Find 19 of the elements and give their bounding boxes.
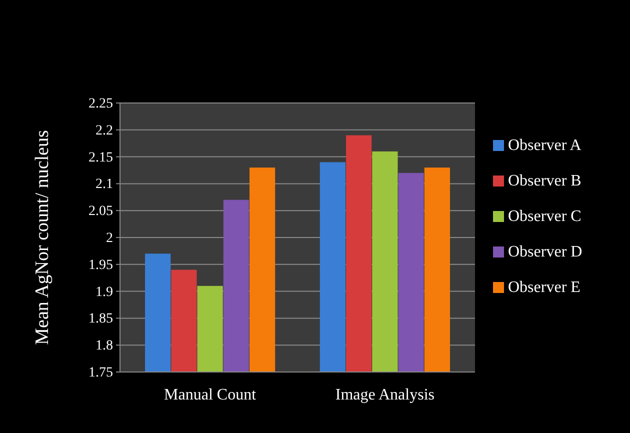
legend-label: Observer B bbox=[508, 172, 582, 190]
y-tick-label: 1.95 bbox=[88, 258, 113, 273]
y-tick-label: 2.25 bbox=[88, 96, 113, 112]
x-tick-label: Manual Count bbox=[164, 386, 257, 404]
x-tick-label: Image Analysis bbox=[335, 386, 434, 404]
legend-label: Observer A bbox=[508, 137, 582, 154]
y-tick-label: 2.1 bbox=[96, 177, 113, 192]
legend-label: Observer C bbox=[508, 208, 582, 225]
y-axis-title: Mean AgNor count/ nucleus bbox=[32, 130, 53, 345]
y-tick-label: 2 bbox=[106, 230, 113, 246]
legend-label: Observer E bbox=[508, 279, 580, 296]
y-tick-label: 2.2 bbox=[96, 123, 113, 138]
y-tick-label: 1.8 bbox=[96, 338, 113, 354]
y-tick-label: 1.85 bbox=[88, 312, 113, 327]
y-tick-label: 1.9 bbox=[96, 284, 113, 300]
y-tick-label: 2.05 bbox=[88, 204, 113, 220]
legend-label: Observer D bbox=[508, 244, 582, 260]
y-tick-label: 1.75 bbox=[88, 365, 113, 380]
y-tick-label: 2.15 bbox=[88, 150, 113, 166]
